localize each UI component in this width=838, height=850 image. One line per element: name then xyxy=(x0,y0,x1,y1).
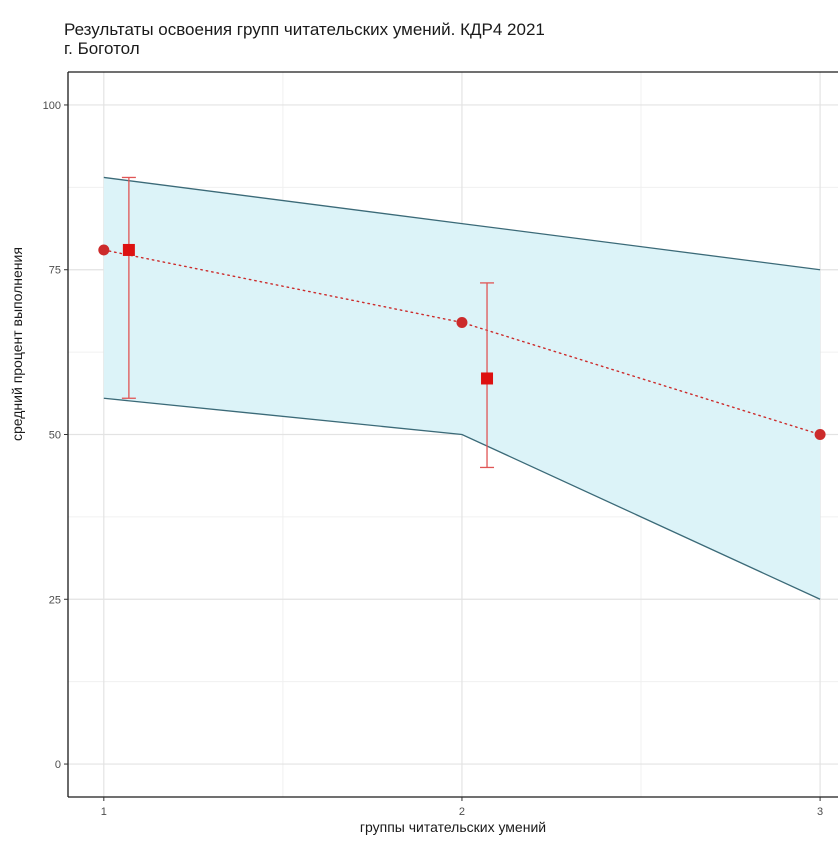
axes: 0 25 50 75 100 1 2 3 xyxy=(43,71,838,818)
band-lower-line xyxy=(103,397,821,600)
y-tick-label: 100 xyxy=(43,100,61,112)
x-tick-label: 2 xyxy=(459,806,465,818)
range-band xyxy=(103,176,821,600)
data-series xyxy=(98,176,826,469)
circle-point xyxy=(98,244,110,256)
band-upper-line xyxy=(103,176,821,271)
x-tick-label: 3 xyxy=(817,806,823,818)
chart-subtitle: г. Боготол xyxy=(64,39,140,58)
y-tick-label: 75 xyxy=(49,265,61,277)
circle-point xyxy=(456,316,468,328)
circle-point xyxy=(814,429,826,440)
chart-title: Результаты освоения групп читательских у… xyxy=(64,20,545,39)
x-tick-label: 1 xyxy=(101,806,107,818)
dotted-trend-line xyxy=(103,249,821,436)
y-tick-label: 25 xyxy=(49,594,61,606)
square-point xyxy=(481,372,494,385)
chart-title-block: Результаты освоения групп читательских у… xyxy=(64,20,545,58)
y-tick-label: 50 xyxy=(49,430,61,442)
band-area xyxy=(103,177,821,600)
x-axis-label: группы читательских умений xyxy=(359,819,547,835)
y-axis-label: средний процент выполнения xyxy=(9,247,25,441)
square-point xyxy=(122,243,135,256)
y-tick-label: 0 xyxy=(55,759,61,771)
